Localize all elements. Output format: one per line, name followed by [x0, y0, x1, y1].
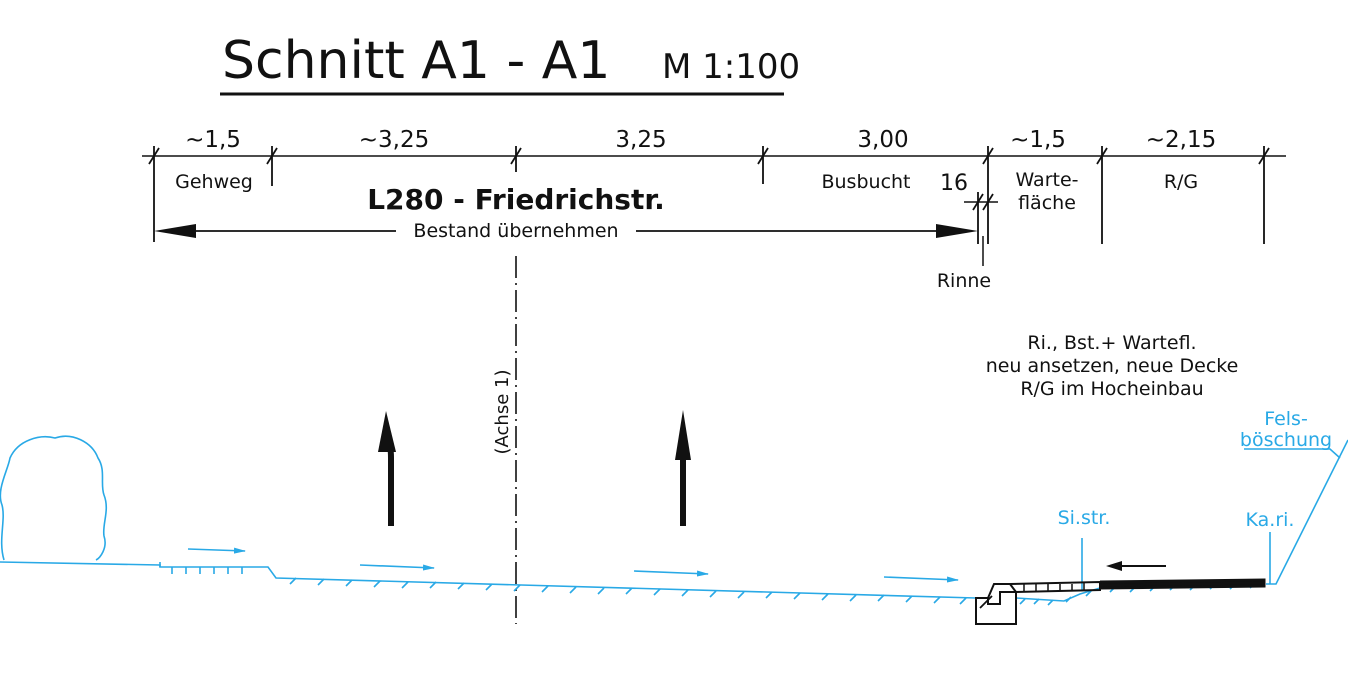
- label-fels-line1: Fels-: [1264, 408, 1308, 430]
- dimension-tick-2: [266, 147, 278, 165]
- dimension-tick-7: [1258, 147, 1270, 165]
- label-busbucht: Busbucht: [821, 171, 910, 193]
- label-wartefl-line2: fläche: [1018, 192, 1076, 214]
- dimension-tick-4: [757, 147, 769, 165]
- tree-icon: [0, 435, 108, 561]
- existing-extent-arrow: [154, 224, 978, 238]
- dimension-rg: ~2,15: [1146, 127, 1216, 153]
- road-name: L280 - Friedrichstr.: [367, 183, 665, 216]
- drawing-title: Schnitt A1 - A1: [222, 31, 610, 91]
- dimension-tick-6: [1096, 147, 1108, 165]
- lane-arrow-left-turn: [378, 411, 396, 526]
- terrain-profile: [0, 435, 1348, 606]
- curb-and-drainage-structure: [975, 578, 1266, 625]
- dimension-lane-right: 3,25: [615, 127, 666, 153]
- label-rg: R/G: [1164, 171, 1198, 193]
- note-line-3: R/G im Hocheinbau: [1020, 378, 1203, 400]
- label-rinne: Rinne: [937, 270, 991, 292]
- label-gehweg: Gehweg: [175, 171, 253, 193]
- label-wartefl-line1: Warte-: [1015, 169, 1078, 191]
- label-kari: Ka.ri.: [1246, 509, 1295, 531]
- dimension-lane-left: ~3,25: [359, 127, 429, 153]
- note-line-1: Ri., Bst.+ Wartefl.: [1027, 332, 1196, 354]
- label-existing: Bestand übernehmen: [413, 220, 618, 242]
- label-axis: (Achse 1): [492, 370, 513, 455]
- dimension-chain: [142, 146, 1286, 244]
- label-sistr: Si.str.: [1058, 507, 1111, 529]
- label-fels-line2: böschung: [1240, 429, 1332, 451]
- rinne-dimension: [964, 192, 998, 266]
- cycle-direction-arrow: [1106, 561, 1166, 571]
- drainage-arrows: [187, 547, 959, 583]
- dimension-tick-5: [982, 147, 994, 165]
- note-line-2: neu ansetzen, neue Decke: [986, 355, 1239, 377]
- dimension-rinne: 16: [940, 171, 968, 196]
- dimension-busbucht: 3,00: [857, 127, 908, 153]
- drawing-scale: M 1:100: [662, 47, 800, 87]
- dimension-wartefl: ~1,5: [1010, 127, 1066, 153]
- dimension-gehweg: ~1,5: [185, 127, 241, 153]
- dimension-tick-3: [510, 147, 522, 165]
- lane-arrow-straight: [675, 410, 691, 526]
- dimension-tick-1: [148, 147, 160, 165]
